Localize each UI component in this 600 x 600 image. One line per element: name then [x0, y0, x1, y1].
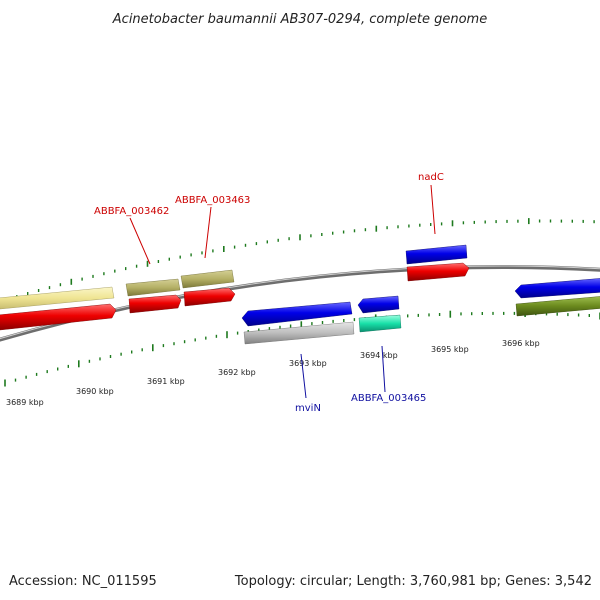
tick-label: 3693 kbp [289, 359, 327, 368]
gene-label-mviN[interactable]: mviN [295, 403, 321, 414]
gene-khaki-outer-3463[interactable] [180, 269, 235, 289]
tick-label: 3690 kbp [76, 387, 114, 396]
gene-blue-arrow-small[interactable] [357, 295, 400, 314]
gene-pale-outer[interactable] [0, 286, 115, 310]
callout-line-nadC [430, 184, 436, 235]
gene-label-3463[interactable]: ABBFA_003463 [175, 195, 250, 206]
gene-teal-3465[interactable] [358, 314, 402, 333]
gene-blue-arrow-right[interactable] [514, 278, 600, 299]
gene-khaki-outer-3462[interactable] [125, 278, 181, 297]
outer-dot-track [5, 218, 595, 302]
gene-label-3465[interactable]: ABBFA_003465 [351, 393, 426, 404]
map-title: Acinetobacter baumannii AB307-0294, comp… [112, 12, 487, 27]
gene-red-arrow-3462[interactable] [128, 294, 182, 314]
callout-line-3465 [381, 345, 386, 393]
genome-summary-text: Topology: circular; Length: 3,760,981 bp… [234, 574, 592, 589]
tick-label: 3695 kbp [431, 345, 469, 354]
gene-red-arrow-nadC[interactable] [406, 262, 470, 282]
gene-red-arrow-3463[interactable] [183, 287, 236, 307]
gene-red-arrow-1[interactable] [0, 303, 117, 331]
gene-blue-nadC[interactable] [405, 244, 468, 265]
tick-label: 3689 kbp [6, 398, 44, 407]
gene-label-nadC[interactable]: nadC [418, 172, 444, 183]
gene-label-3462[interactable]: ABBFA_003462 [94, 206, 169, 217]
tick-label: 3692 kbp [218, 368, 256, 377]
tick-label: 3694 kbp [360, 351, 398, 360]
callout-line-mviN [300, 353, 307, 399]
tick-label: 3696 kbp [502, 339, 540, 348]
callout-line-3462 [129, 217, 151, 265]
accession-text: Accession: NC_011595 [9, 574, 157, 589]
callout-line-3463 [204, 206, 212, 259]
gene-grey[interactable] [243, 321, 355, 345]
gene-blue-mviN-arrow[interactable] [241, 301, 353, 327]
scale-track [4, 310, 600, 387]
gene-olive[interactable] [515, 296, 600, 317]
tick-label: 3691 kbp [147, 377, 185, 386]
